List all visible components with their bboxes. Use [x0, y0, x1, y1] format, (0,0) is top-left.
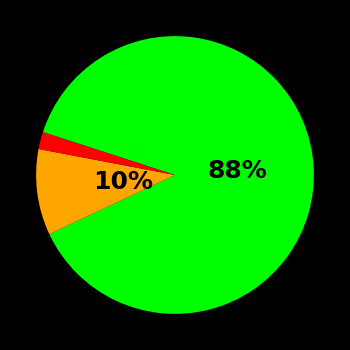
Wedge shape	[38, 132, 175, 175]
Wedge shape	[43, 36, 314, 314]
Wedge shape	[36, 149, 175, 234]
Text: 10%: 10%	[93, 170, 153, 194]
Text: 88%: 88%	[208, 159, 267, 183]
